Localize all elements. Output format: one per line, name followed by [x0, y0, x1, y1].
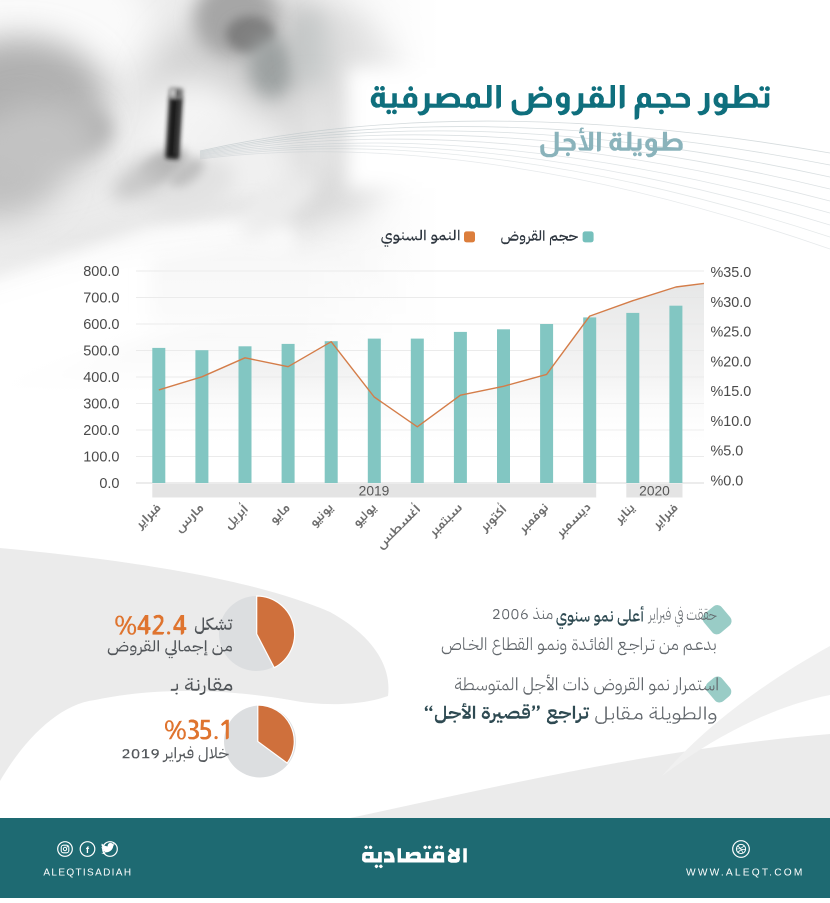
- svg-text:500.0: 500.0: [83, 344, 119, 360]
- svg-text:%10.0: %10.0: [711, 414, 752, 430]
- svg-text:100.0: 100.0: [83, 450, 119, 466]
- svg-text:%0.0: %0.0: [711, 473, 744, 489]
- svg-text:800.0: 800.0: [83, 264, 119, 280]
- svg-text:200.0: 200.0: [83, 423, 119, 439]
- svg-text:300.0: 300.0: [83, 397, 119, 413]
- svg-text:400.0: 400.0: [83, 370, 119, 386]
- svg-text:ALEQTISADIAH: ALEQTISADIAH: [43, 868, 132, 879]
- svg-text:%35.0: %35.0: [711, 265, 752, 281]
- svg-text:2020: 2020: [639, 484, 670, 499]
- svg-text:%25.0: %25.0: [711, 325, 752, 341]
- svg-text:%20.0: %20.0: [711, 354, 752, 370]
- svg-text:WWW.ALEQT.COM: WWW.ALEQT.COM: [686, 868, 805, 879]
- svg-text:%5.0: %5.0: [711, 444, 744, 460]
- svg-text:700.0: 700.0: [83, 291, 119, 307]
- svg-text:600.0: 600.0: [83, 317, 119, 333]
- svg-text:0.0: 0.0: [99, 476, 119, 492]
- svg-text:%15.0: %15.0: [711, 384, 752, 400]
- svg-text:f: f: [86, 845, 90, 856]
- svg-text:2019: 2019: [359, 484, 390, 499]
- svg-text:%30.0: %30.0: [711, 295, 752, 311]
